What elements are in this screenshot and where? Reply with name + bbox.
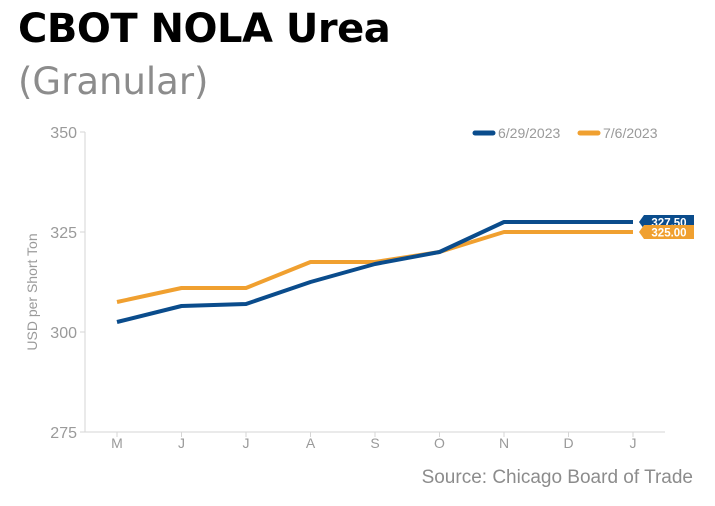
legend-label-1: 6/29/2023: [498, 125, 560, 141]
x-tick-label: O: [434, 435, 445, 451]
x-tick-label: A: [306, 435, 316, 451]
source-note: Source: Chicago Board of Trade: [421, 467, 693, 488]
chart-title: CBOT NOLA Urea: [18, 6, 391, 52]
x-tick-label: J: [630, 435, 637, 451]
y-tick-label: 275: [50, 425, 77, 442]
y-tick-label: 325: [50, 225, 77, 242]
legend-label-2: 7/6/2023: [603, 125, 658, 141]
end-value-text: 325.00: [651, 228, 686, 240]
end-value-badge: [639, 225, 694, 239]
y-tick-label: 350: [50, 125, 77, 142]
x-tick-label: D: [563, 435, 573, 451]
x-tick-label: N: [499, 435, 509, 451]
series-line-1: [116, 220, 633, 324]
x-tick-label: S: [370, 435, 379, 451]
end-value-label-2: 325.00: [639, 225, 694, 240]
chart-subtitle: (Granular): [18, 60, 209, 103]
y-tick-label: 300: [50, 325, 77, 342]
x-tick-label: J: [243, 435, 250, 451]
series-line-2: [116, 230, 633, 304]
y-axis-title: USD per Short Ton: [24, 233, 40, 350]
x-tick-label: J: [178, 435, 185, 451]
x-tick-label: M: [111, 435, 123, 451]
